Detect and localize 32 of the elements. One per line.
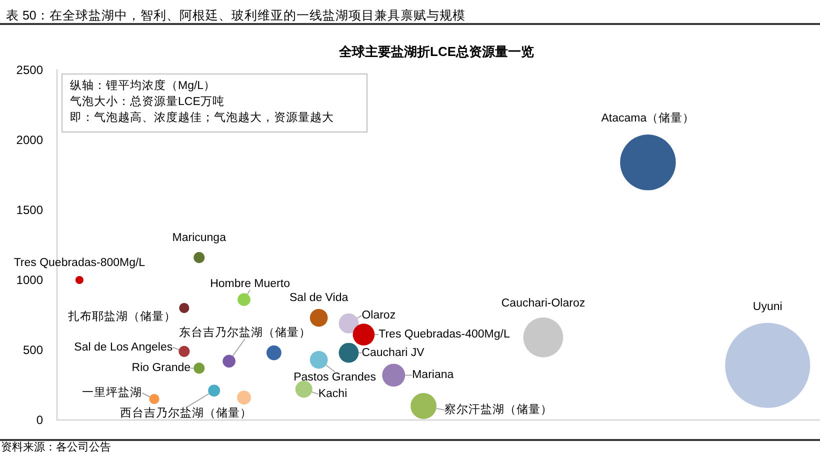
text: 资料来源：各公司公告 [1,440,111,454]
series-label: Olaroz [362,309,396,322]
series-label: Cauchari-Olaroz [501,297,586,310]
series-label: Uyuni [752,300,782,313]
y-tick-label: 2000 [16,133,44,147]
annotation: 纵轴：锂平均浓度（Mg/L） [70,78,216,92]
chart-subtitle: 全球主要盐湖折LCE总资源量一览 [338,44,534,59]
series-label: Kachi [318,388,348,400]
annotation: 气泡大小：总资源量LCE万吨 [70,95,224,108]
series-label: 察尔汗盐湖（储量） [444,402,552,416]
y-tick-label: 2500 [16,63,44,77]
text: 东台吉乃尔盐湖（储量） [179,324,312,339]
annotation: 即：气泡越高、浓度越佳；气泡越大，资源量越大 [70,110,334,124]
series-label: 一里坪盐湖 [82,386,142,399]
series-label: Sal de Los Angeles [74,341,173,354]
y-tick-label: 1500 [16,203,44,217]
series-label: Tres Quebradas-800Mg/L [14,256,146,269]
series-label: Hombre Muerto [210,278,290,290]
chart-title: 表 50：在全球盐湖中，智利、阿根廷、玻利维亚的一线盐湖项目兼具禀赋与规模 [6,8,466,22]
series-label: Mariana [412,369,454,382]
series-label: 扎布耶盐湖（储量） [68,310,176,323]
series-label: Maricunga [172,232,227,244]
text: 西台吉乃尔盐湖（储量） [120,406,252,420]
series-label: Cauchari JV [362,346,425,359]
y-tick-label: 1000 [16,273,44,287]
series-label: Tres Quebradas-400Mg/L [378,328,510,341]
series-label: Pastos Grandes [294,372,376,384]
series-label: Rio Grande [132,362,191,374]
y-tick-label: 0 [36,413,44,427]
y-tick-label: 500 [22,343,44,357]
series-label: Atacama（储量） [601,112,695,125]
series-label: Sal de Vida [290,292,349,304]
